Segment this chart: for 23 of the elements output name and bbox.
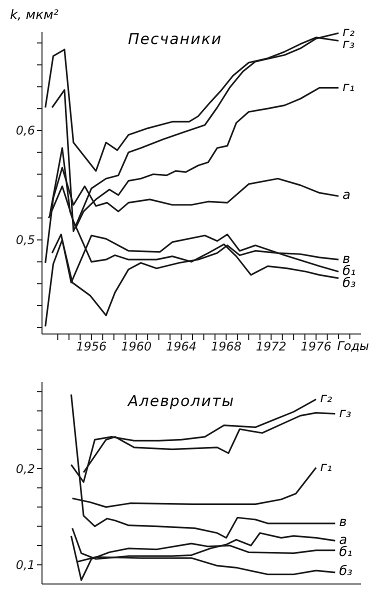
y-axis-title: k, мкм² bbox=[10, 8, 58, 23]
x-axis-title: Годы bbox=[337, 339, 369, 353]
series-label: б₃ bbox=[342, 276, 356, 292]
text: Алевролиты bbox=[128, 392, 235, 410]
x-tick-label: 1976 bbox=[300, 340, 332, 354]
chart-title: Песчаники bbox=[128, 30, 222, 48]
series-label: г₁ bbox=[342, 80, 355, 96]
x-tick-label: 1964 bbox=[166, 340, 197, 354]
series-label: г₁ bbox=[320, 460, 332, 476]
x-tick-label: 1960 bbox=[121, 340, 152, 354]
y-tick-label: 0,6 bbox=[16, 124, 36, 138]
series-label: в bbox=[339, 515, 347, 532]
y-tick-label: 0,5 bbox=[16, 233, 35, 248]
x-tick-label: 1972 bbox=[256, 340, 286, 354]
x-tick-label: 1956 bbox=[76, 340, 108, 354]
y-tick-label: 0,1 bbox=[16, 558, 35, 572]
series-label: г₃ bbox=[339, 406, 352, 422]
series-label: б₁ bbox=[339, 544, 352, 561]
series-label: б₃ bbox=[339, 564, 352, 580]
x-tick-label: 1968 bbox=[210, 340, 242, 354]
series-label: а bbox=[342, 188, 350, 204]
y-tick-label: 0,2 bbox=[16, 462, 35, 476]
series-label: г₂ bbox=[320, 391, 332, 408]
